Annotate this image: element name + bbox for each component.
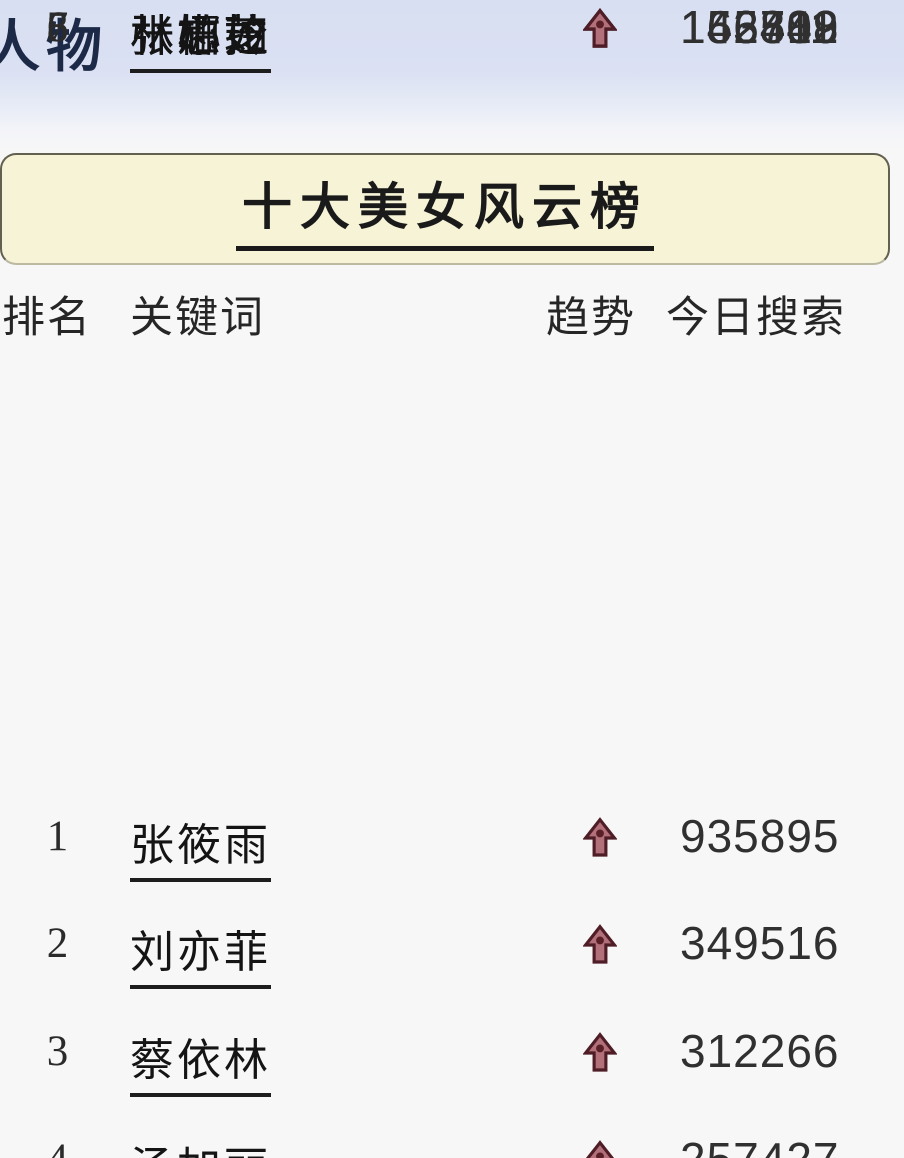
rank-number: 4 xyxy=(47,1132,69,1158)
trend-up-icon xyxy=(573,0,618,55)
keyword-link[interactable]: 蔡依林 xyxy=(130,1024,271,1097)
trend-up-icon xyxy=(573,809,618,864)
search-count: 349516 xyxy=(680,917,840,969)
rank-number: 8 xyxy=(46,4,69,51)
table-row: 3 蔡依林 312266 xyxy=(0,1024,890,1124)
trend-up-icon xyxy=(573,1024,618,1079)
search-count: 146549 xyxy=(680,1,840,53)
rank-number: 3 xyxy=(46,1028,69,1075)
keyword-link[interactable]: 刘亦菲 xyxy=(130,916,271,989)
rank-number: 7 xyxy=(46,4,69,51)
rank-number: 6 xyxy=(46,4,69,51)
column-header-today-search: 今日搜索 xyxy=(666,295,846,342)
ranking-board-header: 十大美女风云榜 xyxy=(0,153,890,265)
rank-number: 2 xyxy=(46,920,69,967)
trend-up-icon xyxy=(573,916,618,971)
table-row: 8 林心如 146549 xyxy=(0,0,890,100)
keyword-link[interactable]: 汤加丽 xyxy=(130,1132,271,1158)
board-title-link[interactable]: 十大美女风云榜 xyxy=(236,167,654,251)
keyword-link[interactable]: 林心如 xyxy=(130,0,271,73)
search-count: 257427 xyxy=(660,1132,890,1158)
column-header-rank: 排名 xyxy=(2,295,92,342)
search-count: 163411 xyxy=(680,1,837,53)
rank-number: 5 xyxy=(46,4,69,51)
search-count: 935895 xyxy=(680,810,840,862)
column-header-trend: 趋势 xyxy=(546,295,636,342)
table-row: 1 张筱雨 935895 xyxy=(0,809,890,909)
site-logo-tab[interactable]: 人物 xyxy=(0,15,108,80)
search-count: 155782 xyxy=(680,1,840,53)
search-count: 152808 xyxy=(680,1,840,53)
search-count: 312266 xyxy=(680,1025,840,1077)
table-row: 7 张娜拉 152808 xyxy=(0,0,890,100)
table-header-row: 排名 关键词 趋势 今日搜索 xyxy=(0,283,890,342)
table-row: 2 刘亦菲 349516 xyxy=(0,916,890,1016)
top-gradient-band xyxy=(0,0,904,150)
rank-number: 1 xyxy=(46,813,69,860)
column-header-keyword: 关键词 xyxy=(130,295,265,342)
trend-up-icon xyxy=(573,1132,617,1158)
table-row: 4 汤加丽 257427 xyxy=(0,1132,890,1158)
keyword-link[interactable]: 林志玲 xyxy=(130,0,271,73)
keyword-link[interactable]: 张筱雨 xyxy=(130,809,271,882)
